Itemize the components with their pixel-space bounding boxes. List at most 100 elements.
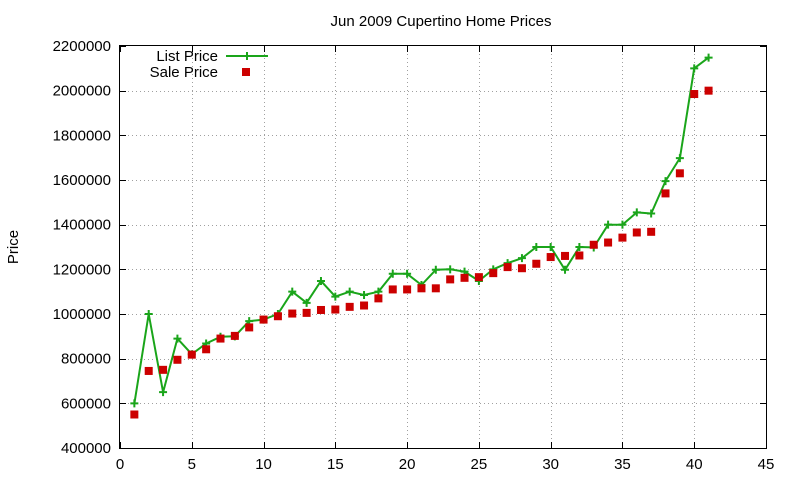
sale-price-point	[503, 263, 512, 272]
list-price-point	[288, 287, 297, 296]
sale-price-point	[144, 366, 153, 375]
y-tick-label: 2000000	[53, 83, 111, 100]
list-price-point	[302, 298, 311, 307]
sale-price-point	[489, 269, 498, 278]
sale-price-point	[460, 273, 469, 282]
sale-price-point	[647, 227, 656, 236]
list-price-point	[675, 154, 684, 163]
sale-price-point	[604, 238, 613, 247]
list-price-point	[130, 399, 139, 408]
x-tick-label: 10	[255, 456, 272, 473]
legend-marker-sale-price	[242, 68, 250, 76]
list-price-point	[144, 310, 153, 318]
y-tick-label: 1400000	[53, 217, 111, 234]
x-tick-label: 5	[188, 456, 196, 473]
sale-price-point	[403, 285, 412, 294]
list-price-point	[331, 292, 340, 301]
y-tick-label: 800000	[61, 351, 111, 368]
sale-price-point	[704, 86, 713, 95]
list-price-point	[618, 220, 627, 229]
list-price-point	[345, 287, 354, 296]
list-price-point	[316, 276, 325, 285]
legend-label-list-price: List Price	[156, 48, 218, 65]
sale-price-point	[216, 334, 225, 343]
x-tick-label: 15	[327, 456, 344, 473]
list-price-point	[647, 209, 656, 218]
sale-price-point	[618, 233, 627, 242]
y-tick-label: 1000000	[53, 306, 111, 323]
list-price-point	[173, 334, 182, 343]
x-tick-label: 40	[686, 456, 703, 473]
list-price-point	[690, 64, 699, 73]
sale-price-point	[331, 305, 340, 314]
x-tick-label: 0	[116, 456, 124, 473]
list-price-point	[661, 177, 670, 186]
sale-price-point	[374, 294, 383, 303]
list-price-point	[374, 287, 383, 296]
list-price-point	[561, 265, 570, 274]
list-price-point	[532, 243, 541, 251]
sale-price-point	[230, 331, 239, 340]
sale-price-point	[159, 365, 168, 374]
sale-price-point	[675, 169, 684, 178]
sale-price-point	[690, 90, 699, 99]
data-series	[130, 53, 713, 419]
sale-price-point	[187, 350, 196, 359]
sale-price-point	[388, 285, 397, 294]
sale-price-point	[173, 355, 182, 364]
list-price-point	[388, 269, 397, 278]
sale-price-point	[130, 410, 139, 419]
y-axis-label: Price	[5, 230, 22, 264]
plot-area-border	[119, 45, 767, 449]
list-price-point	[604, 220, 613, 229]
list-price-point	[360, 291, 369, 300]
tick-labels: 0 5 10 15 20 25 30 35 40 45 400000 600000 800000 1000…	[53, 38, 775, 473]
list-price-point	[403, 269, 412, 278]
x-tick-label: 35	[614, 456, 631, 473]
sale-price-point	[431, 284, 440, 293]
sale-price-point	[259, 315, 268, 324]
sale-price-point	[446, 275, 455, 284]
sale-price-point	[316, 305, 325, 314]
sale-price-point	[273, 312, 282, 321]
x-tick-label: 25	[471, 456, 488, 473]
sale-price-point	[202, 345, 211, 354]
sale-price-point	[661, 189, 670, 198]
sale-price-point	[632, 228, 641, 237]
sale-price-point	[561, 251, 570, 260]
sale-price-point	[417, 284, 426, 293]
list-price-point	[575, 243, 584, 251]
sale-price-point	[517, 264, 526, 273]
list-price-point	[704, 53, 713, 62]
y-tick-label: 1600000	[53, 172, 111, 189]
sale-price-point	[589, 240, 598, 249]
axis-ticks	[120, 46, 767, 449]
legend-label-sale-price: Sale Price	[150, 64, 218, 81]
list-price-point	[446, 265, 455, 274]
sale-price-point	[345, 302, 354, 311]
list-price-point	[546, 243, 555, 251]
legend: List Price Sale Price	[150, 48, 268, 81]
chart-title: Jun 2009 Cupertino Home Prices	[331, 13, 552, 30]
list-price-point	[159, 388, 168, 397]
list-price-point	[632, 208, 641, 217]
x-tick-label: 45	[758, 456, 775, 473]
y-tick-label: 400000	[61, 440, 111, 457]
legend-marker-list-price	[243, 52, 251, 60]
sale-price-point	[474, 273, 483, 282]
sale-price-point	[302, 308, 311, 317]
sale-price-point	[532, 259, 541, 268]
list-price-point	[517, 254, 526, 263]
y-tick-label: 1200000	[53, 261, 111, 278]
series-1	[130, 86, 713, 419]
y-tick-label: 2200000	[53, 38, 111, 55]
list-price-point	[431, 265, 440, 274]
sale-price-point	[360, 301, 369, 310]
x-tick-label: 30	[542, 456, 559, 473]
sale-price-point	[575, 251, 584, 260]
sale-price-point	[288, 309, 297, 318]
sale-price-point	[245, 323, 254, 332]
